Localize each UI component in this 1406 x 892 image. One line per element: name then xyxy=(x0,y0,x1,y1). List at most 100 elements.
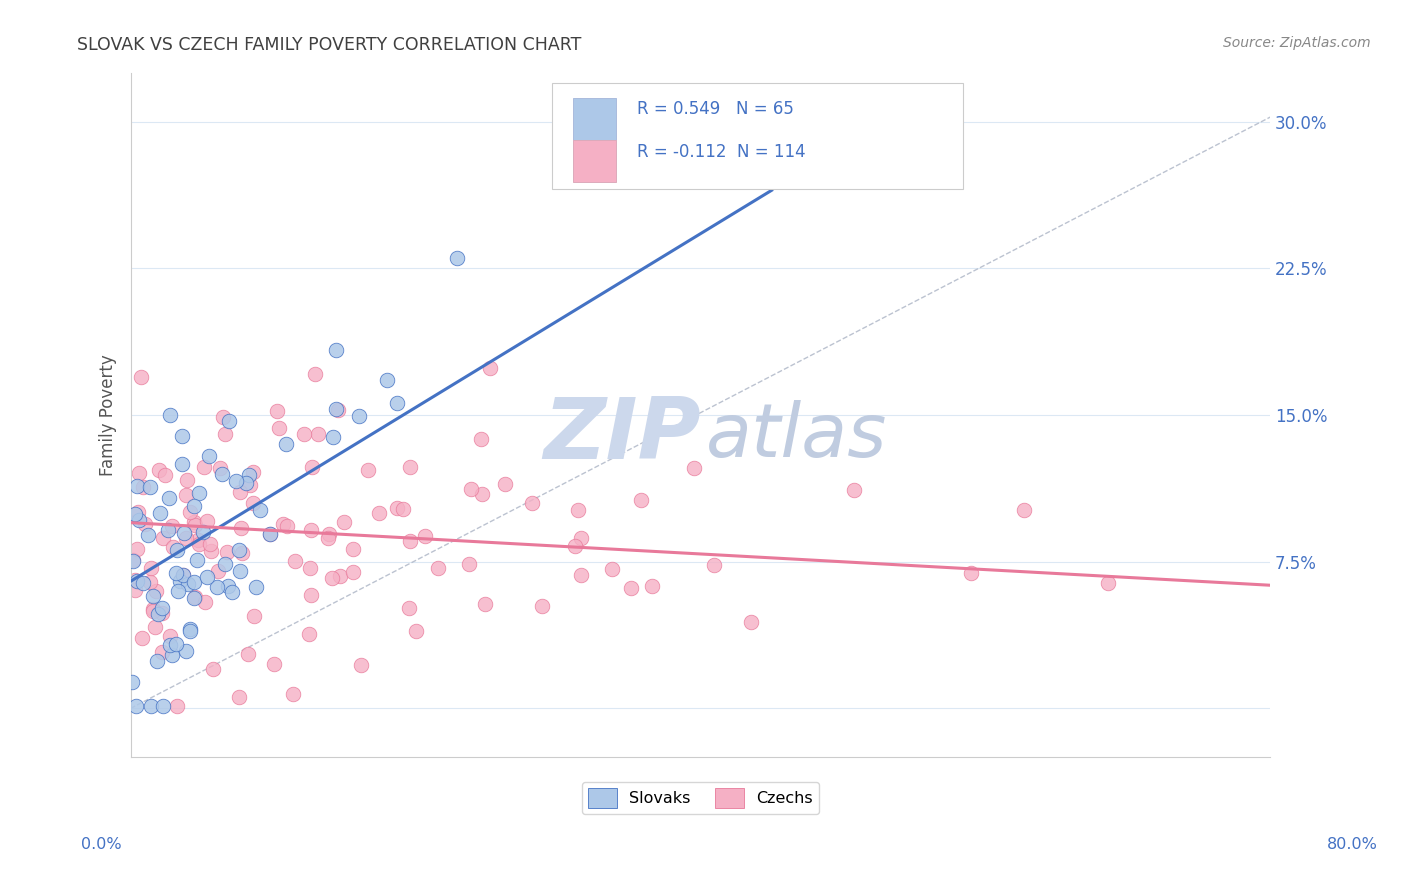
Point xyxy=(304,367,326,381)
Point xyxy=(426,561,449,575)
Point xyxy=(259,527,281,541)
Point xyxy=(229,521,252,535)
Point xyxy=(179,624,201,638)
Point xyxy=(159,629,181,643)
Point xyxy=(194,594,217,608)
Point xyxy=(169,574,191,588)
Point xyxy=(292,426,315,441)
Point xyxy=(569,531,592,545)
Point xyxy=(620,581,643,595)
Point xyxy=(207,564,229,578)
Point xyxy=(148,463,170,477)
Point xyxy=(399,460,422,475)
Point xyxy=(471,487,494,501)
Point xyxy=(249,503,271,517)
Point xyxy=(318,527,340,541)
Point xyxy=(683,460,706,475)
Point xyxy=(567,502,589,516)
Point xyxy=(530,599,553,613)
Point xyxy=(520,496,543,510)
Point xyxy=(569,568,592,582)
Point xyxy=(602,562,624,576)
Point xyxy=(193,525,215,540)
Point xyxy=(231,546,253,560)
Point xyxy=(242,496,264,510)
Point xyxy=(740,615,762,630)
Point xyxy=(174,488,197,502)
Point xyxy=(630,493,652,508)
Point xyxy=(413,529,436,543)
Point xyxy=(460,482,482,496)
Point xyxy=(173,526,195,541)
Point xyxy=(179,622,201,636)
Point xyxy=(215,544,238,558)
Text: Source: ZipAtlas.com: Source: ZipAtlas.com xyxy=(1223,36,1371,50)
Point xyxy=(167,583,190,598)
Point xyxy=(267,420,290,434)
Point xyxy=(703,558,725,572)
Point xyxy=(214,426,236,441)
Point xyxy=(124,508,146,522)
Point xyxy=(139,574,162,589)
Point xyxy=(325,402,347,417)
Point xyxy=(392,501,415,516)
Point xyxy=(326,403,349,417)
Point xyxy=(214,558,236,572)
Point xyxy=(211,467,233,481)
Point xyxy=(150,600,173,615)
Point xyxy=(474,597,496,611)
Point xyxy=(342,542,364,557)
Point xyxy=(124,582,146,597)
Point xyxy=(152,531,174,545)
Point xyxy=(243,608,266,623)
Point xyxy=(143,620,166,634)
Point xyxy=(332,516,354,530)
Point xyxy=(166,543,188,558)
Point xyxy=(145,583,167,598)
Point xyxy=(221,585,243,599)
Point xyxy=(218,414,240,428)
Point xyxy=(166,699,188,714)
Point xyxy=(159,408,181,422)
Point xyxy=(198,537,221,551)
Point xyxy=(160,648,183,662)
Point xyxy=(307,426,329,441)
Point xyxy=(174,531,197,545)
Point xyxy=(494,477,516,491)
Point xyxy=(322,430,344,444)
Point xyxy=(131,370,153,384)
Point xyxy=(205,580,228,594)
Point xyxy=(149,507,172,521)
Point xyxy=(146,607,169,622)
FancyBboxPatch shape xyxy=(572,140,616,183)
Point xyxy=(146,654,169,668)
Point xyxy=(357,463,380,477)
Point xyxy=(479,360,502,375)
Point xyxy=(142,604,165,618)
Text: 0.0%: 0.0% xyxy=(82,838,121,852)
Point xyxy=(208,461,231,475)
Point xyxy=(136,528,159,542)
Text: R = 0.549   N = 65: R = 0.549 N = 65 xyxy=(637,101,793,119)
Point xyxy=(349,409,371,423)
Point xyxy=(156,524,179,538)
Text: SLOVAK VS CZECH FAMILY POVERTY CORRELATION CHART: SLOVAK VS CZECH FAMILY POVERTY CORRELATI… xyxy=(77,36,582,54)
Point xyxy=(271,517,294,532)
Point xyxy=(225,474,247,488)
Point xyxy=(198,449,221,463)
Point xyxy=(274,437,297,451)
Point xyxy=(121,552,143,566)
Point xyxy=(316,531,339,545)
Point xyxy=(150,645,173,659)
Point xyxy=(176,473,198,487)
Point xyxy=(405,624,427,638)
Point xyxy=(121,675,143,690)
Point xyxy=(195,569,218,583)
Point xyxy=(245,580,267,594)
Y-axis label: Family Poverty: Family Poverty xyxy=(100,354,117,476)
Point xyxy=(276,518,298,533)
Point xyxy=(121,554,143,568)
Point xyxy=(172,568,194,582)
Point xyxy=(125,542,148,557)
Point xyxy=(142,601,165,615)
